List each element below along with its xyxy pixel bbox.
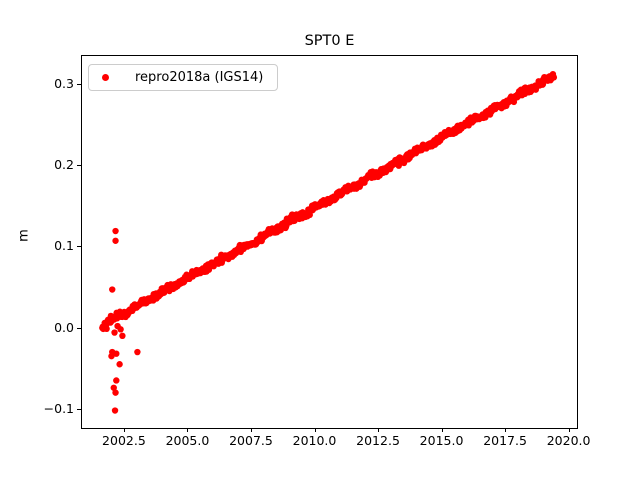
legend-series-label: repro2018a (IGS14) [135, 70, 264, 85]
outlier-point [112, 237, 119, 244]
x-tick-label: 2020.0 [546, 433, 591, 448]
outlier-point [111, 329, 118, 336]
outlier-point [117, 326, 124, 333]
x-tick-mark [187, 428, 189, 432]
y-tick-label: 0.2 [54, 157, 74, 173]
x-tick-label: 2002.5 [102, 433, 146, 448]
outlier-point [116, 361, 123, 368]
data-points-svg [99, 70, 558, 414]
x-tick-label: 2007.5 [229, 433, 273, 448]
x-tick-mark [314, 428, 316, 432]
outlier-point [112, 227, 119, 235]
y-tick-label: −0.1 [43, 400, 74, 416]
legend-box: repro2018a (IGS14) [88, 64, 279, 91]
y-axis-label: m [16, 229, 32, 242]
x-tick-mark [568, 428, 570, 432]
plot-area: repro2018a (IGS14) [81, 55, 578, 429]
outlier-point [109, 286, 116, 293]
legend-marker-icon [102, 74, 109, 81]
x-tick-label: 2012.5 [356, 433, 400, 448]
x-tick-mark [123, 428, 125, 432]
x-tick-mark [250, 428, 252, 432]
outlier-point [113, 377, 120, 384]
x-tick-mark [378, 428, 380, 432]
x-tick-label: 2015.0 [419, 433, 464, 448]
outlier-point [110, 384, 117, 391]
y-tick-mark [77, 408, 81, 410]
y-tick-mark [77, 165, 81, 167]
x-tick-label: 2010.0 [292, 433, 337, 448]
x-tick-label: 2005.0 [165, 433, 210, 448]
y-tick-mark [77, 84, 81, 86]
outlier-point [134, 348, 141, 356]
outlier-point [111, 407, 119, 414]
y-tick-mark [77, 327, 81, 329]
outlier-point [119, 332, 126, 340]
chart-title: SPT0 E [304, 33, 355, 49]
outlier-point [113, 350, 120, 357]
y-tick-label: 0.1 [54, 238, 74, 254]
y-tick-label: 0.3 [54, 76, 74, 92]
scatter-series [99, 70, 558, 414]
outlier-point [112, 389, 119, 396]
x-tick-label: 2017.5 [483, 433, 527, 448]
x-tick-mark [441, 428, 443, 432]
y-tick-label: 0.0 [54, 319, 74, 335]
x-tick-mark [505, 428, 507, 432]
y-tick-mark [77, 246, 81, 248]
